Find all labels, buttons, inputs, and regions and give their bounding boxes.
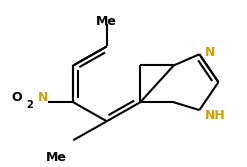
Text: N: N bbox=[38, 91, 48, 104]
Text: NH: NH bbox=[205, 109, 226, 122]
Text: N: N bbox=[205, 46, 215, 58]
Text: Me: Me bbox=[46, 151, 67, 164]
Text: 2: 2 bbox=[26, 100, 33, 110]
Text: O: O bbox=[11, 91, 22, 104]
Text: Me: Me bbox=[96, 15, 117, 28]
